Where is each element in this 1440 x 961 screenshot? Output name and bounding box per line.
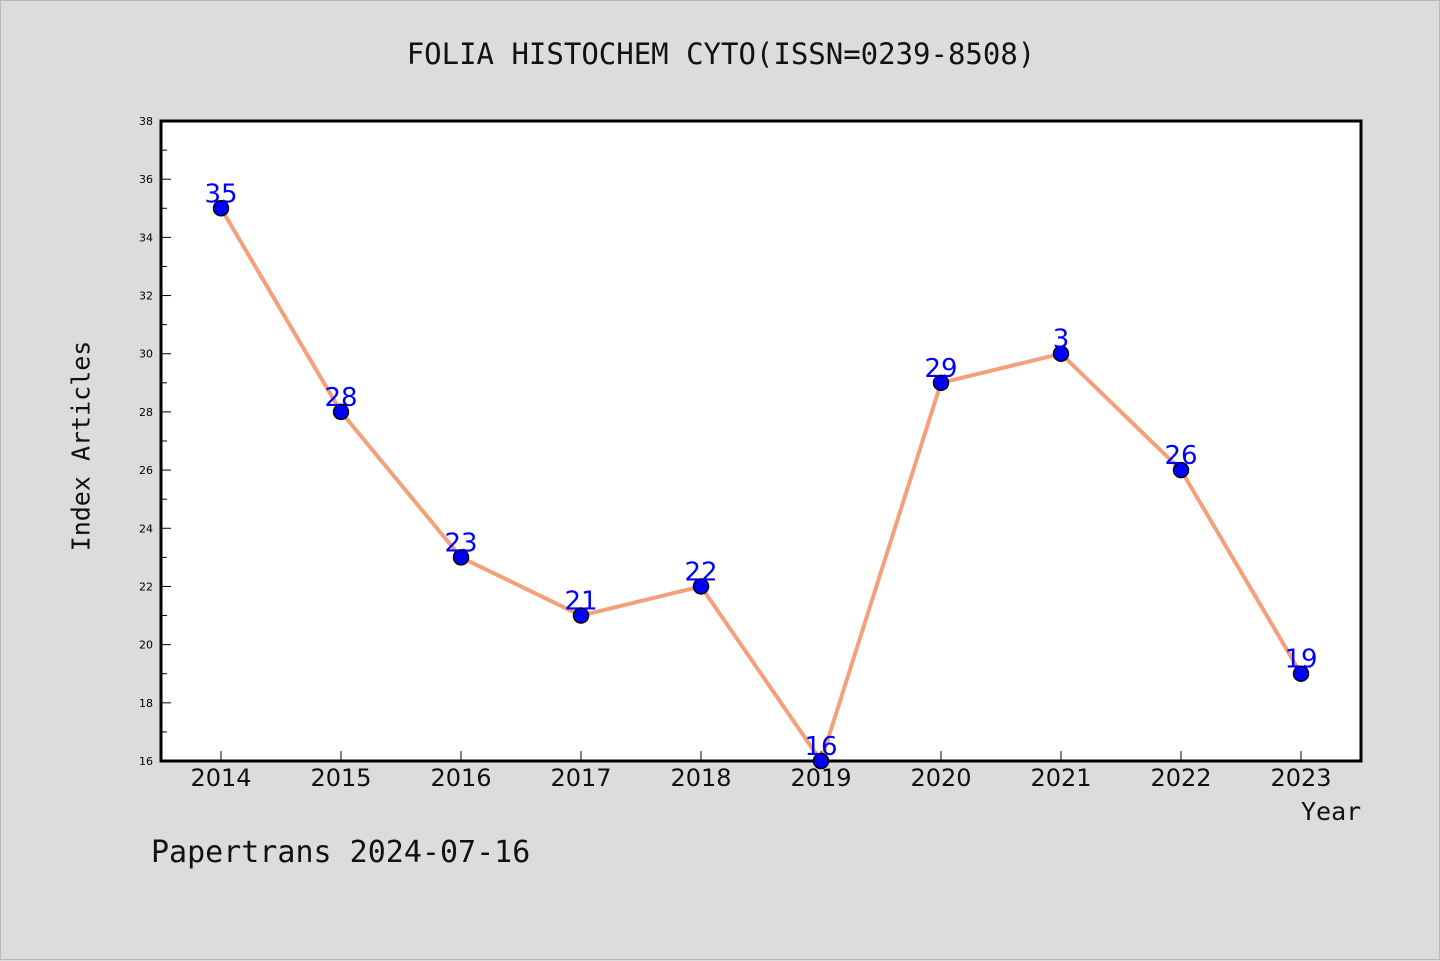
y-tick-label: 22 [139, 580, 153, 593]
data-point [572, 607, 590, 624]
data-label: 3 [1053, 325, 1070, 355]
x-tick-label: 2016 [430, 764, 491, 792]
data-label: 16 [804, 732, 837, 762]
y-tick-label: 38 [139, 115, 153, 128]
data-label: 26 [1164, 441, 1197, 471]
data-label: 22 [684, 557, 717, 587]
x-tick-label: 2018 [670, 764, 731, 792]
data-point [452, 549, 470, 566]
data-point [1052, 345, 1070, 362]
footer-text: Papertrans 2024-07-16 [151, 835, 531, 870]
x-tick-label: 2022 [1150, 764, 1211, 792]
chart-title: FOLIA HISTOCHEM CYTO(ISSN=0239-8508) [406, 37, 1036, 71]
y-tick-label: 26 [139, 464, 153, 477]
y-tick-label: 18 [139, 697, 153, 710]
data-label: 28 [324, 383, 357, 413]
data-point [1292, 665, 1310, 682]
x-tick-label: 2023 [1270, 764, 1331, 792]
y-tick-label: 20 [139, 639, 153, 652]
y-tick-label: 24 [139, 522, 153, 535]
y-axis-label: Index Articles [66, 340, 96, 552]
y-tick-label: 16 [139, 755, 153, 768]
plot-area [159, 119, 1363, 763]
x-tick-label: 2014 [190, 764, 251, 792]
x-tick-label: 2021 [1030, 764, 1091, 792]
data-point [332, 403, 350, 421]
x-tick-label: 2020 [910, 764, 971, 792]
data-label: 23 [444, 528, 477, 558]
y-tick-label: 34 [139, 231, 153, 244]
data-label: 35 [204, 179, 237, 209]
data-point [212, 200, 230, 217]
x-tick-label: 2015 [310, 764, 371, 792]
data-point [812, 752, 830, 770]
series-line [219, 207, 1303, 763]
data-label: 29 [924, 354, 957, 384]
y-tick-label: 32 [139, 290, 153, 303]
y-tick-label: 28 [139, 406, 153, 419]
data-label: 21 [564, 587, 597, 617]
data-point [932, 374, 950, 392]
y-tick-label: 30 [139, 348, 153, 361]
data-point [1172, 461, 1190, 479]
y-tick-label: 36 [139, 173, 153, 186]
x-tick-label: 2017 [550, 764, 611, 792]
data-label: 19 [1284, 645, 1317, 675]
x-axis-label: Year [1301, 797, 1362, 826]
data-point [692, 578, 710, 595]
